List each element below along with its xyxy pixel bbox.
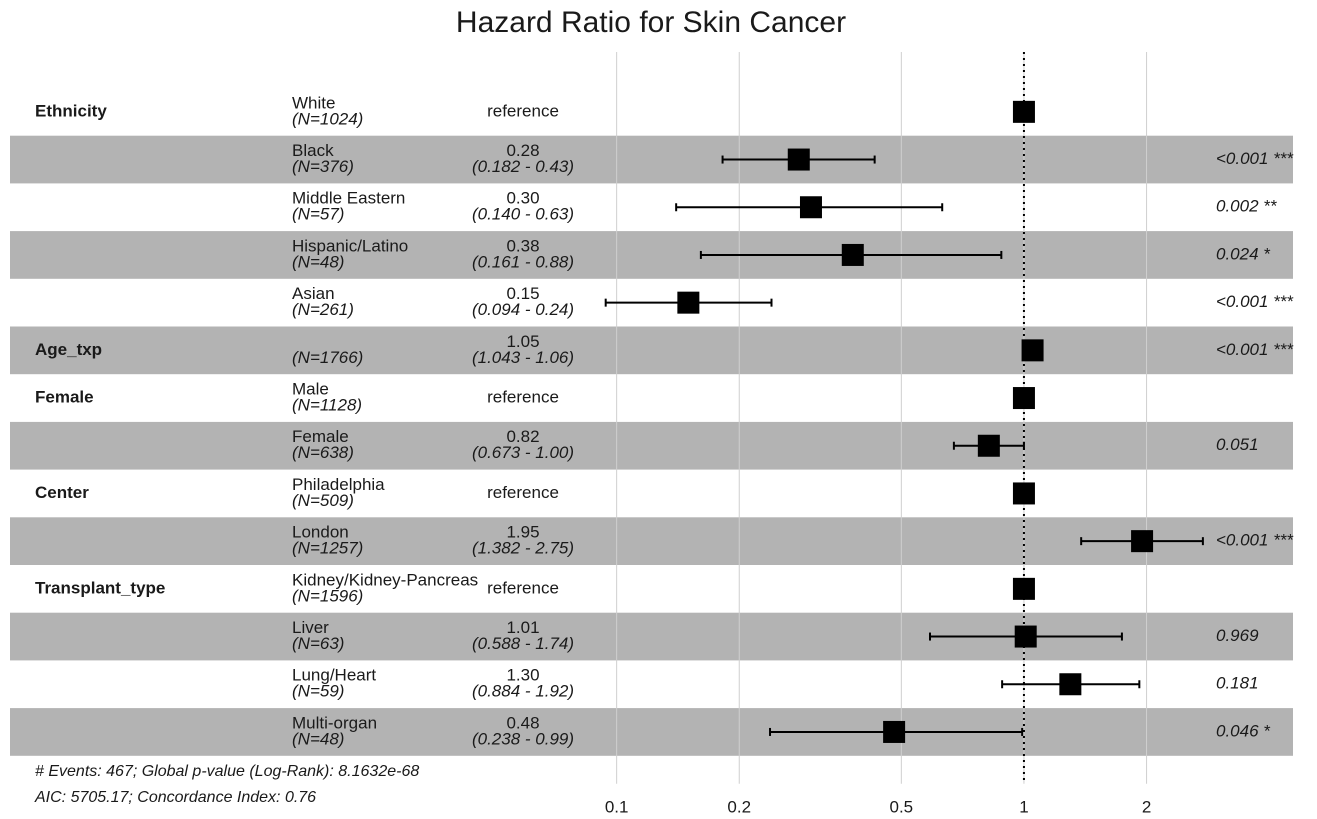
p-label: 0.181 [1216,674,1259,693]
estimate-label: reference [487,101,559,120]
ci-label: (0.588 - 1.74) [472,634,574,653]
group-label: Ethnicity [35,101,107,120]
row-stripe [10,708,1293,756]
estimate-label: 0.38 [506,236,539,255]
estimate-marker [841,243,864,266]
estimate-label: 0.30 [506,189,539,208]
estimate-label: 0.15 [506,284,539,303]
row-stripe [10,135,1293,184]
p-label: 0.969 [1216,626,1259,645]
p-label: <0.001 *** [1216,149,1294,168]
ci-label: (0.673 - 1.00) [472,443,574,462]
n-label: (N=48) [292,729,344,748]
p-label: <0.001 *** [1216,531,1294,550]
n-label: (N=48) [292,252,344,271]
n-label: (N=63) [292,634,344,653]
estimate-label: reference [487,578,559,597]
p-label: <0.001 *** [1216,340,1294,359]
n-label: (N=1766) [292,348,363,367]
level-label: Kidney/Kidney-Pancreas [292,570,478,589]
p-label: 0.046 * [1216,721,1271,740]
row-stripe [10,231,1293,279]
group-label: Center [35,483,89,502]
ci-label: (0.094 - 0.24) [472,300,574,319]
n-label: (N=261) [292,300,354,319]
p-label: 0.024 * [1216,244,1271,263]
estimate-marker [1012,100,1035,123]
x-tick-label: 0.1 [605,797,629,816]
ci-label: (0.884 - 1.92) [472,682,574,701]
estimate-label: 1.01 [506,618,539,637]
estimate-marker [787,148,810,171]
n-label: (N=1128) [292,396,362,415]
level-label: Asian [292,284,335,303]
estimate-marker [1014,625,1037,648]
ci-label: (0.161 - 0.88) [472,252,574,271]
estimate-label: 0.82 [506,427,539,446]
p-label: 0.051 [1216,435,1259,454]
n-label: (N=57) [292,205,344,224]
ci-label: (0.238 - 0.99) [472,729,574,748]
level-label: London [292,523,349,542]
estimate-marker [1012,577,1035,600]
p-label: 0.002 ** [1216,197,1278,216]
footnote: # Events: 467; Global p-value (Log-Rank)… [35,763,419,780]
level-label: White [292,93,335,112]
n-label: (N=1596) [292,586,363,605]
estimate-marker [799,196,822,219]
estimate-marker [1012,482,1035,505]
estimate-marker [1012,387,1035,410]
level-label: Male [292,380,329,399]
level-label: Multi-organ [292,713,377,732]
p-label: <0.001 *** [1216,292,1294,311]
group-label: Transplant_type [35,578,165,597]
n-label: (N=59) [292,682,344,701]
level-label: Philadelphia [292,475,385,494]
group-label: Age_txp [35,340,102,359]
estimate-marker [883,720,906,743]
ci-label: (0.182 - 0.43) [472,157,574,176]
level-label: Female [292,427,349,446]
estimate-marker [1059,673,1082,696]
estimate-label: reference [487,388,559,407]
estimate-label: reference [487,483,559,502]
n-label: (N=638) [292,443,354,462]
level-label: Middle Eastern [292,189,405,208]
estimate-label: 0.28 [506,141,539,160]
estimate-label: 1.30 [506,666,539,685]
x-tick-label: 0.5 [890,797,914,816]
n-label: (N=1024) [292,109,363,128]
footnote: AIC: 5705.17; Concordance Index: 0.76 [34,789,316,806]
level-label: Hispanic/Latino [292,236,408,255]
estimate-label: 0.48 [506,713,539,732]
group-label: Female [35,388,94,407]
level-label: Black [292,141,334,160]
level-label: Liver [292,618,329,637]
x-tick-label: 2 [1142,797,1151,816]
estimate-marker [977,434,1000,457]
row-stripe [10,326,1293,375]
n-label: (N=376) [292,157,354,176]
ci-label: (0.140 - 0.63) [472,205,574,224]
chart-title: Hazard Ratio for Skin Cancer [456,6,846,39]
ci-label: (1.043 - 1.06) [472,348,574,367]
row-stripe [10,421,1293,470]
estimate-label: 1.05 [506,332,539,351]
x-tick-label: 1 [1019,797,1028,816]
estimate-marker [677,291,700,314]
ci-label: (1.382 - 2.75) [472,539,574,558]
level-label: Lung/Heart [292,666,376,685]
estimate-marker [1021,339,1044,362]
estimate-marker [1131,530,1154,553]
n-label: (N=509) [292,491,354,510]
n-label: (N=1257) [292,539,363,558]
row-stripe [10,517,1293,565]
x-tick-label: 0.2 [727,797,751,816]
estimate-label: 1.95 [506,523,539,542]
